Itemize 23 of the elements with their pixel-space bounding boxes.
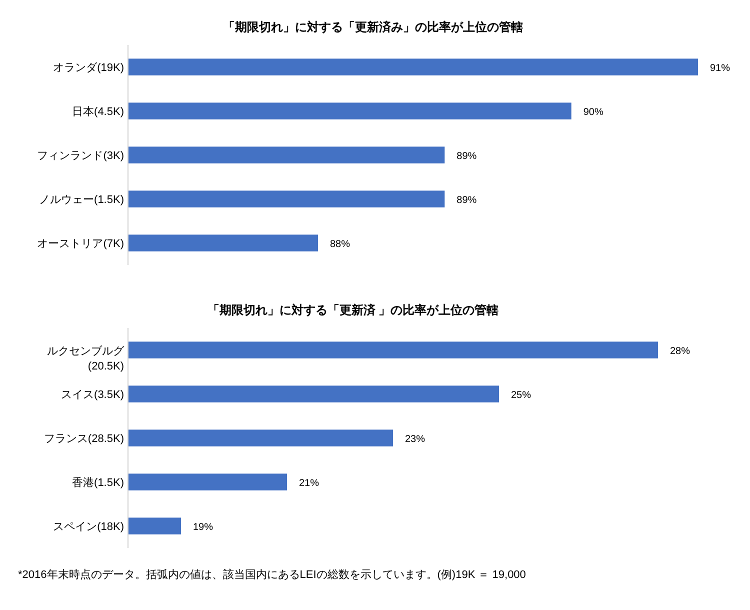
text: *2016年末時点のデータ。括弧内の値は、該当国内にあるLEIの総数を示しています。(例)19K ＝ 19,000 xyxy=(18,568,526,581)
y-tick-label: オーストリア(7K) xyxy=(37,238,124,250)
data-label: 21% xyxy=(299,478,320,489)
data-label: 19% xyxy=(193,522,214,533)
data-label: 91% xyxy=(710,63,730,74)
y-tick-label: スペイン(18K) xyxy=(53,521,124,533)
data-label: 88% xyxy=(330,239,350,250)
data-label: 90% xyxy=(583,107,604,118)
y-tick-label: ルクセンブルグ (20.5K) xyxy=(47,344,125,372)
data-label: 28% xyxy=(670,346,690,357)
data-label: 23% xyxy=(405,434,426,445)
y-tick-label: ノルウェー(1.5K) xyxy=(39,194,124,206)
y-tick-label: フランス(28.5K) xyxy=(44,433,124,445)
y-tick-label: フィンランド(3K) xyxy=(37,150,124,162)
data-label: 89% xyxy=(456,151,477,162)
y-tick-label: オランダ(19K) xyxy=(53,62,124,74)
y-tick-label: 香港(1.5K) xyxy=(72,476,124,489)
data-label: 25% xyxy=(511,390,532,401)
chart-title: 「期限切れ」に対する「更新済 」の比率が上位の管轄 xyxy=(207,303,499,317)
y-tick-label: 日本(4.5K) xyxy=(72,105,124,118)
data-label: 89% xyxy=(456,195,477,206)
chart-title: 「期限切れ」に対する「更新済み」の比率が上位の管轄 xyxy=(223,20,523,34)
y-tick-label: スイス(3.5K) xyxy=(61,389,124,401)
